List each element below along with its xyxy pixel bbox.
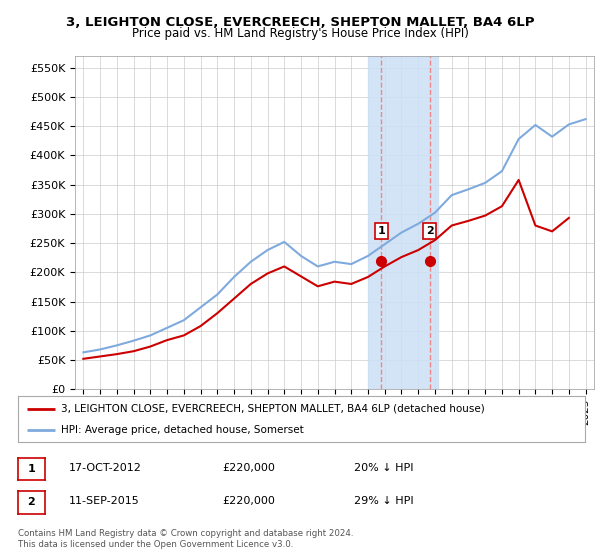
Text: £220,000: £220,000 xyxy=(222,463,275,473)
Text: 2: 2 xyxy=(426,226,434,236)
Text: 20% ↓ HPI: 20% ↓ HPI xyxy=(354,463,413,473)
Text: Price paid vs. HM Land Registry's House Price Index (HPI): Price paid vs. HM Land Registry's House … xyxy=(131,27,469,40)
Text: Contains HM Land Registry data © Crown copyright and database right 2024.
This d: Contains HM Land Registry data © Crown c… xyxy=(18,529,353,549)
Text: 2: 2 xyxy=(28,497,35,507)
Text: 3, LEIGHTON CLOSE, EVERCREECH, SHEPTON MALLET, BA4 6LP (detached house): 3, LEIGHTON CLOSE, EVERCREECH, SHEPTON M… xyxy=(61,404,484,414)
Text: 11-SEP-2015: 11-SEP-2015 xyxy=(69,496,140,506)
Bar xyxy=(368,56,439,389)
Text: 29% ↓ HPI: 29% ↓ HPI xyxy=(354,496,413,506)
Text: 3, LEIGHTON CLOSE, EVERCREECH, SHEPTON MALLET, BA4 6LP: 3, LEIGHTON CLOSE, EVERCREECH, SHEPTON M… xyxy=(66,16,534,29)
Text: HPI: Average price, detached house, Somerset: HPI: Average price, detached house, Some… xyxy=(61,425,303,435)
Text: £220,000: £220,000 xyxy=(222,496,275,506)
Text: 17-OCT-2012: 17-OCT-2012 xyxy=(69,463,142,473)
Text: 1: 1 xyxy=(28,464,35,474)
Text: 1: 1 xyxy=(377,226,385,236)
